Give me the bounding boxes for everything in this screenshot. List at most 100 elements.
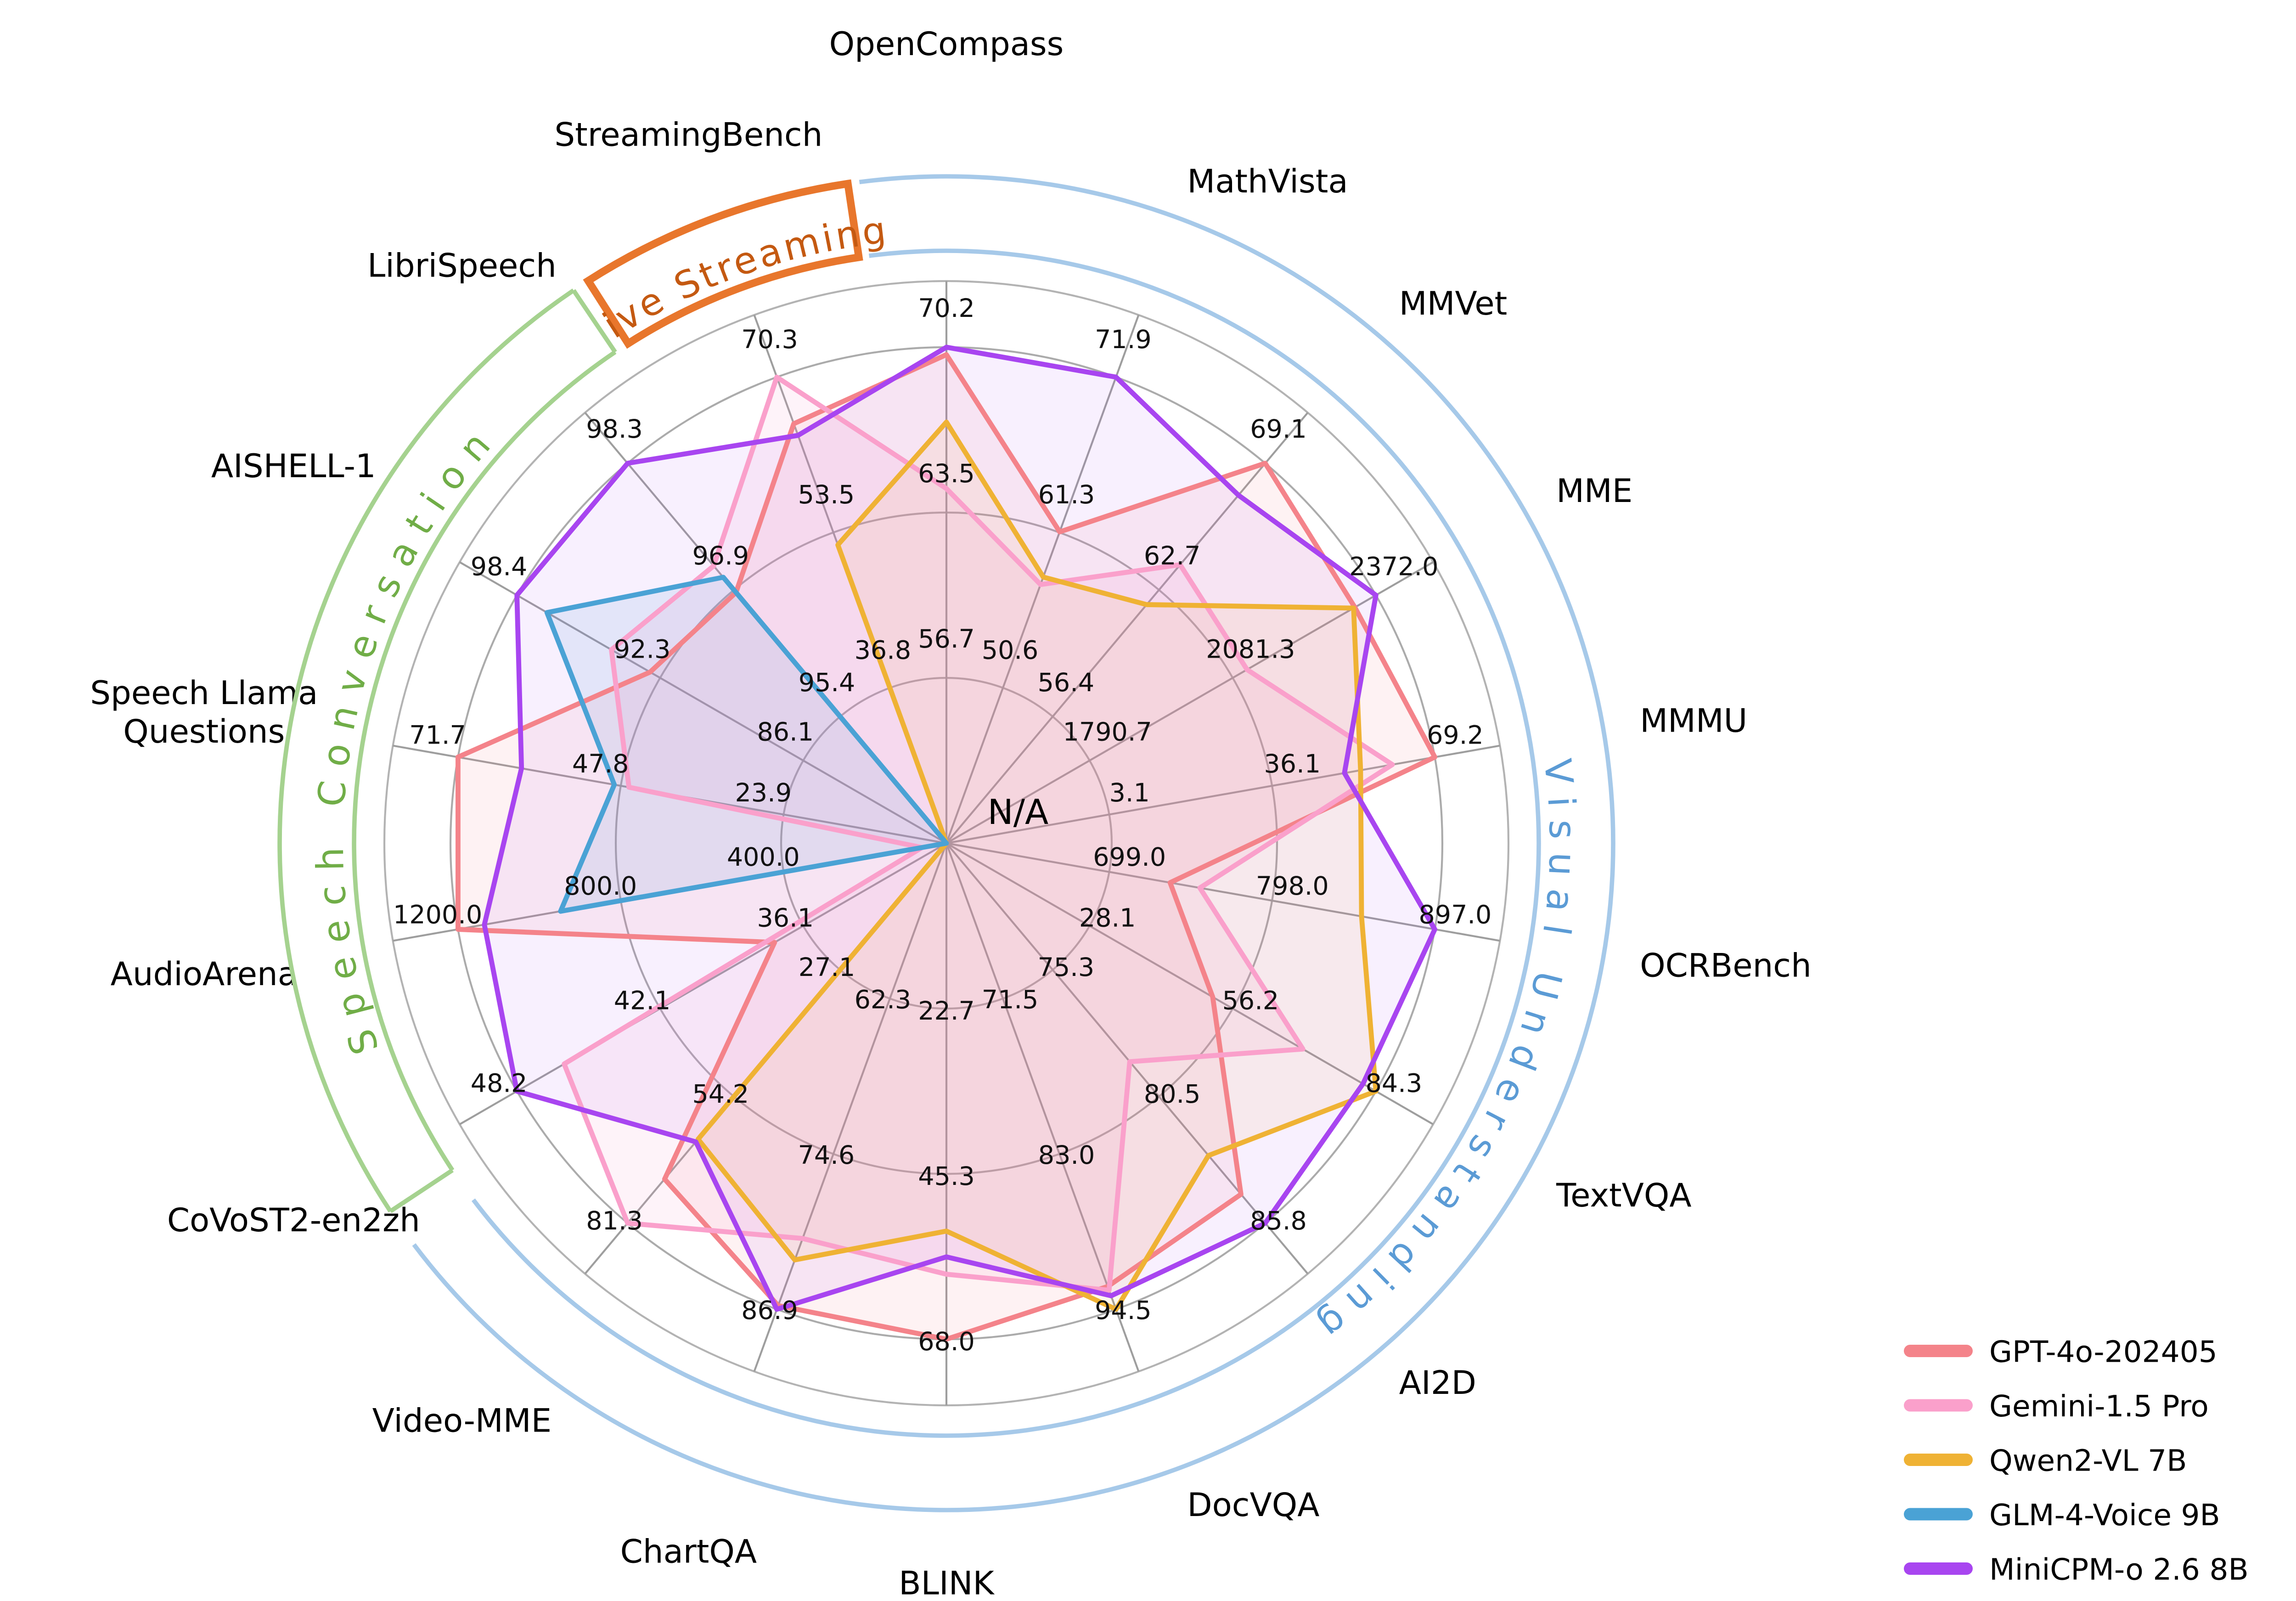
- legend-label-qwen2-vl-7b: Qwen2-VL 7B: [1989, 1444, 2187, 1478]
- axis-label-mmvet: MMVet: [1399, 285, 1507, 322]
- ring-label-covost2-en2zh-1: 36.1: [757, 903, 814, 933]
- series-fill-glm-4-voice-9b: [547, 577, 946, 912]
- ring-label-ai2d-2: 80.5: [1144, 1079, 1201, 1109]
- axis-spoke-chartqa: [753, 843, 947, 1372]
- group-label-live-streaming: Live Streaming: [0, 0, 891, 347]
- axis-spoke-covost2-en2zh: [459, 842, 947, 1125]
- axis-label-speech-llama-questions: Speech Llama Questions: [90, 674, 318, 750]
- ring-label-speech-llama-questions-2: 47.8: [572, 749, 629, 779]
- ring-label-mathvista-2: 61.3: [1038, 480, 1095, 510]
- ring-label-textvqa-1: 28.1: [1079, 903, 1136, 933]
- legend-swatch-gemini-1-5-pro: [1904, 1399, 1973, 1412]
- axis-label-video-mme: Video-MME: [372, 1402, 551, 1440]
- ring-label-librispeech-3: 98.3: [586, 414, 643, 444]
- axis-label-opencompass: OpenCompass: [829, 25, 1064, 63]
- ring-label-mathvista-1: 50.6: [982, 636, 1039, 665]
- axis-label-chartqa: ChartQA: [620, 1533, 757, 1571]
- group-band-inner-arc-visual-understanding: [471, 248, 1541, 1438]
- axis-spoke-aishell-1: [459, 561, 947, 844]
- ring-label-ocrbench-1: 699.0: [1093, 842, 1166, 872]
- legend-item-minicpm-o-2-6-8b: MiniCPM-o 2.6 8B: [1904, 1553, 2249, 1587]
- axis-label-textvqa: TextVQA: [1556, 1177, 1692, 1214]
- ring-label-mathvista-3: 71.9: [1095, 325, 1152, 355]
- legend-swatch-gpt-4o-202405: [1904, 1345, 1973, 1357]
- ring-label-opencompass-3: 70.2: [918, 293, 975, 323]
- ring-label-textvqa-3: 84.3: [1366, 1069, 1423, 1099]
- axis-label-covost2-en2zh: CoVoST2-en2zh: [167, 1201, 420, 1239]
- ring-label-docvqa-3: 94.5: [1095, 1296, 1152, 1325]
- ring-label-audioarena-1: 400.0: [727, 842, 800, 872]
- group-label-speech-conversation: Speech Conversation: [309, 414, 508, 1060]
- series-line-minicpm-o-2-6-8b: [482, 344, 1437, 1312]
- ring-label-ai2d-3: 85.8: [1250, 1206, 1307, 1236]
- ring-label-streamingbench-2: 53.5: [798, 480, 855, 510]
- legend-swatch-glm-4-voice-9b: [1904, 1508, 1973, 1521]
- group-band-cap-speech-conversation-1: [389, 1168, 454, 1213]
- ring-label-mmmu-3: 69.2: [1427, 721, 1484, 750]
- ring-label-speech-llama-questions-3: 71.7: [409, 721, 466, 750]
- group-band-live-streaming: [583, 179, 863, 349]
- axis-label-librispeech: LibriSpeech: [367, 247, 557, 284]
- ring-label-covost2-en2zh-3: 48.2: [471, 1069, 528, 1099]
- ring-label-speech-llama-questions-1: 23.9: [735, 778, 792, 808]
- ring-label-aishell-1-1: 86.1: [757, 717, 814, 747]
- series-line-qwen2-vl-7b: [695, 419, 1379, 1312]
- axis-spoke-ocrbench: [946, 842, 1500, 942]
- axis-spoke-mmvet: [945, 412, 1309, 844]
- legend-item-gemini-1-5-pro: Gemini-1.5 Pro: [1904, 1389, 2209, 1424]
- ring-label-audioarena-3: 1200.0: [393, 900, 482, 930]
- ring-label-opencompass-2: 63.5: [918, 459, 975, 489]
- axis-label-mmmu: MMMU: [1640, 702, 1747, 740]
- ring-label-aishell-1-2: 92.3: [614, 635, 671, 665]
- ring-label-mmvet-1: 56.4: [1038, 668, 1095, 698]
- ring-label-audioarena-2: 800.0: [564, 871, 637, 901]
- group-band-inner-arc-speech-conversation: [352, 350, 617, 1172]
- ring-label-chartqa-1: 62.3: [855, 985, 912, 1015]
- axis-spoke-docvqa: [945, 843, 1140, 1372]
- ring-label-streamingbench-1: 36.8: [855, 636, 912, 665]
- center-na-label: N/A: [988, 792, 1049, 832]
- legend-item-qwen2-vl-7b: Qwen2-VL 7B: [1904, 1444, 2187, 1478]
- axis-label-streamingbench: StreamingBench: [554, 116, 822, 153]
- ring-label-aishell-1-3: 98.4: [471, 552, 528, 582]
- series-line-gemini-1-5-pro: [562, 374, 1395, 1293]
- series-fill-qwen2-vl-7b: [698, 422, 1376, 1309]
- axis-label-blink: BLINK: [899, 1565, 995, 1601]
- series-line-glm-4-voice-9b: [544, 575, 949, 914]
- axis-label-mathvista: MathVista: [1187, 163, 1348, 200]
- axis-spoke-textvqa: [945, 842, 1434, 1125]
- ring-label-blink-1: 22.7: [918, 996, 975, 1026]
- legend-label-glm-4-voice-9b: GLM-4-Voice 9B: [1989, 1498, 2220, 1533]
- ring-label-mmvet-2: 62.7: [1144, 541, 1201, 571]
- axis-label-aishell-1: AISHELL-1: [211, 447, 376, 485]
- ring-label-textvqa-2: 56.2: [1222, 986, 1279, 1016]
- legend-item-gpt-4o-202405: GPT-4o-202405: [1904, 1335, 2217, 1370]
- legend-item-glm-4-voice-9b: GLM-4-Voice 9B: [1904, 1498, 2220, 1533]
- ring-label-video-mme-2: 54.2: [692, 1079, 749, 1109]
- axis-label-ocrbench: OCRBench: [1640, 947, 1812, 984]
- ring-label-mmmu-1: 3.1: [1109, 778, 1150, 808]
- ring-label-blink-2: 45.3: [918, 1161, 975, 1191]
- ring-label-docvqa-1: 71.5: [982, 985, 1039, 1015]
- ring-label-mme-2: 2081.3: [1206, 635, 1295, 665]
- ring-label-mmvet-3: 69.1: [1250, 414, 1307, 444]
- ring-label-video-mme-3: 81.3: [586, 1206, 643, 1236]
- ring-label-mme-1: 1790.7: [1063, 717, 1152, 747]
- axis-label-docvqa: DocVQA: [1187, 1486, 1319, 1524]
- ring-label-chartqa-2: 74.6: [798, 1140, 855, 1170]
- legend: GPT-4o-202405 Gemini-1.5 Pro Qwen2-VL 7B GL…: [1904, 1335, 2249, 1587]
- ring-label-video-mme-1: 27.1: [799, 953, 855, 982]
- ring-label-blink-3: 68.0: [918, 1327, 975, 1357]
- legend-label-gpt-4o-202405: GPT-4o-202405: [1989, 1335, 2217, 1370]
- ring-label-ai2d-1: 75.3: [1038, 953, 1095, 982]
- axis-spoke-mmmu: [946, 744, 1500, 845]
- ring-label-mmmu-2: 36.1: [1264, 749, 1321, 779]
- axis-label-mme: MME: [1556, 472, 1632, 510]
- axis-label-ai2d: AI2D: [1399, 1364, 1476, 1402]
- ring-label-mme-3: 2372.0: [1349, 552, 1438, 582]
- group-band-outer-arc-speech-conversation: [277, 288, 575, 1213]
- axis-spoke-ai2d: [945, 842, 1309, 1274]
- legend-swatch-minicpm-o-2-6-8b: [1904, 1562, 1973, 1575]
